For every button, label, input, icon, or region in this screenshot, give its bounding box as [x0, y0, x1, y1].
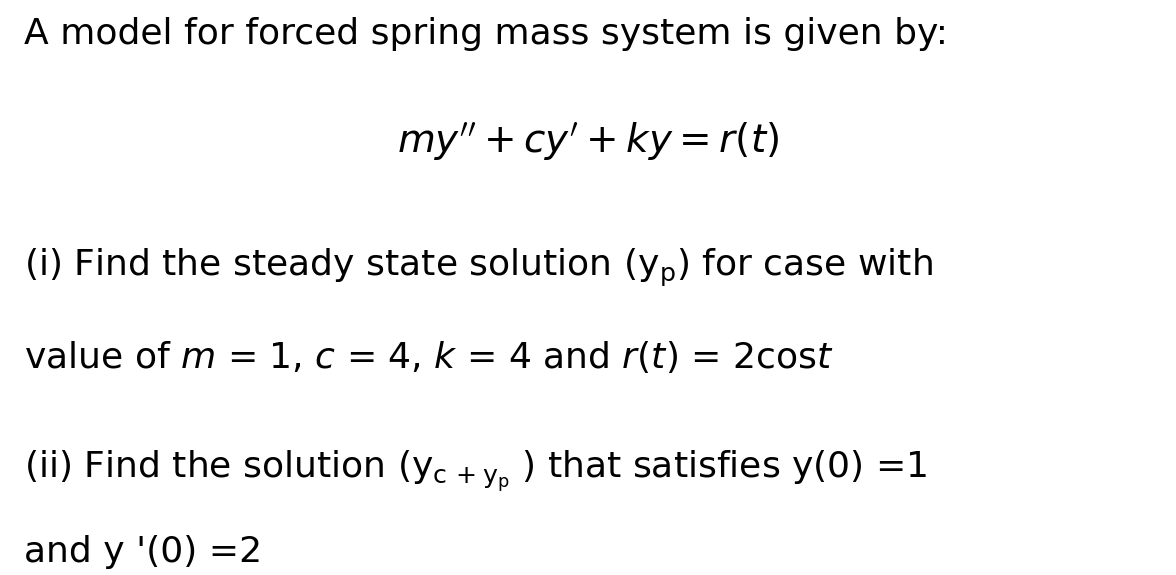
Text: $my'' + cy' + ky = r(t)$: $my'' + cy' + ky = r(t)$ [397, 121, 779, 163]
Text: and y '(0) =2: and y '(0) =2 [24, 535, 261, 569]
Text: value of $\bf\it{m}$ = 1, $\bf\it{c}$ = 4, $\bf\it{k}$ = 4 and $r(t)$ = 2cos$t$: value of $\bf\it{m}$ = 1, $\bf\it{c}$ = … [24, 339, 833, 375]
Text: (ii) Find the solution (y$_{\mathregular{c\,+y_p}}$ ) that satisfies y(0) =1: (ii) Find the solution (y$_{\mathregular… [24, 448, 927, 494]
Text: A model for forced spring mass system is given by:: A model for forced spring mass system is… [24, 17, 948, 51]
Text: (i) Find the steady state solution (y$_\mathregular{p}$) for case with: (i) Find the steady state solution (y$_\… [24, 247, 933, 289]
